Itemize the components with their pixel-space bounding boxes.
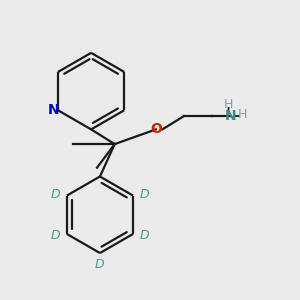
Text: O: O — [150, 122, 162, 136]
Text: N: N — [225, 109, 237, 123]
Text: D: D — [140, 229, 149, 242]
Text: N: N — [48, 103, 60, 117]
Text: D: D — [51, 188, 60, 201]
Text: H: H — [223, 98, 233, 111]
Text: H: H — [238, 108, 248, 121]
Text: D: D — [140, 188, 149, 201]
Text: D: D — [51, 229, 60, 242]
Text: D: D — [95, 258, 105, 271]
